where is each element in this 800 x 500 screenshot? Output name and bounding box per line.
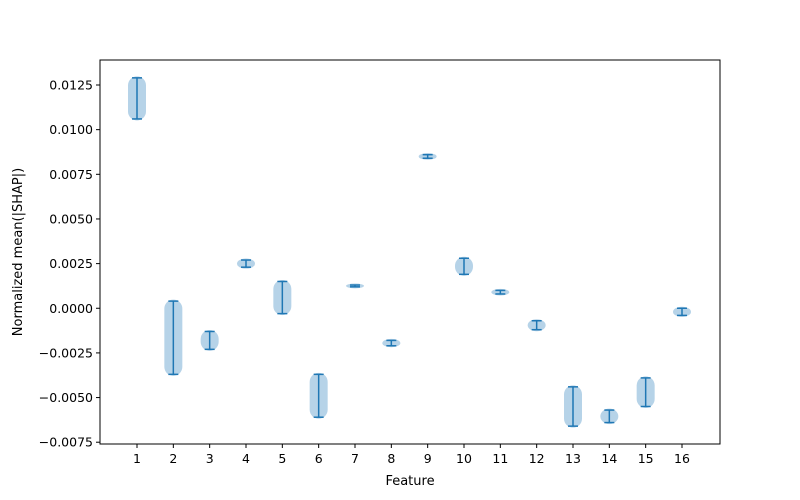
violins <box>128 76 691 428</box>
x-tick-label: 15 <box>638 451 654 466</box>
x-tick-label: 4 <box>242 451 250 466</box>
y-tick-label: −0.0025 <box>39 345 93 360</box>
y-tick-label: 0.0000 <box>49 301 93 316</box>
x-tick-label: 2 <box>169 451 177 466</box>
x-tick-label: 10 <box>456 451 472 466</box>
x-axis-label: Feature <box>385 474 434 489</box>
violin-feature-7 <box>346 283 364 289</box>
x-tick-label: 13 <box>565 451 581 466</box>
violin-feature-6 <box>309 372 328 419</box>
plot-frame <box>99 59 721 445</box>
y-tick-label: 0.0100 <box>49 122 93 137</box>
x-tick-label: 14 <box>601 451 617 466</box>
x-tick-label: 3 <box>206 451 214 466</box>
violin-feature-3 <box>200 329 219 351</box>
violin-feature-16 <box>673 306 691 317</box>
y-axis: −0.0075 −0.0050 −0.0025 0.0000 0.0025 0.0050 0… <box>39 78 100 450</box>
x-tick-label: 11 <box>492 451 508 466</box>
y-tick-label: −0.0050 <box>39 390 93 405</box>
x-tick-label: 8 <box>387 451 395 466</box>
violin-feature-15 <box>636 376 655 408</box>
y-tick-label: 0.0050 <box>49 211 93 226</box>
x-tick-label: 12 <box>529 451 545 466</box>
x-axis: 1 2 3 4 5 6 7 8 9 10 11 12 13 14 15 16 <box>133 444 690 466</box>
violin-feature-8 <box>382 338 401 348</box>
x-tick-label: 9 <box>424 451 432 466</box>
violin-feature-14 <box>600 408 619 425</box>
y-tick-label: 0.0025 <box>49 256 93 271</box>
violin-feature-2 <box>164 299 183 376</box>
x-tick-label: 7 <box>351 451 359 466</box>
y-axis-label: Normalized mean(|SHAP|) <box>11 168 26 336</box>
violin-feature-1 <box>128 76 146 121</box>
violin-feature-12 <box>527 319 546 332</box>
violin-feature-11 <box>491 288 510 296</box>
violin-feature-13 <box>564 385 582 428</box>
violin-feature-5 <box>273 279 292 316</box>
x-tick-label: 6 <box>315 451 323 466</box>
y-tick-label: 0.0075 <box>49 167 93 182</box>
x-tick-label: 16 <box>674 451 690 466</box>
y-tick-label: −0.0075 <box>39 435 93 450</box>
x-tick-label: 1 <box>133 451 141 466</box>
violin-feature-4 <box>237 258 255 269</box>
violin-feature-10 <box>455 256 473 276</box>
x-tick-label: 5 <box>278 451 286 466</box>
y-tick-label: 0.0125 <box>49 78 93 93</box>
violin-feature-9 <box>418 153 437 160</box>
